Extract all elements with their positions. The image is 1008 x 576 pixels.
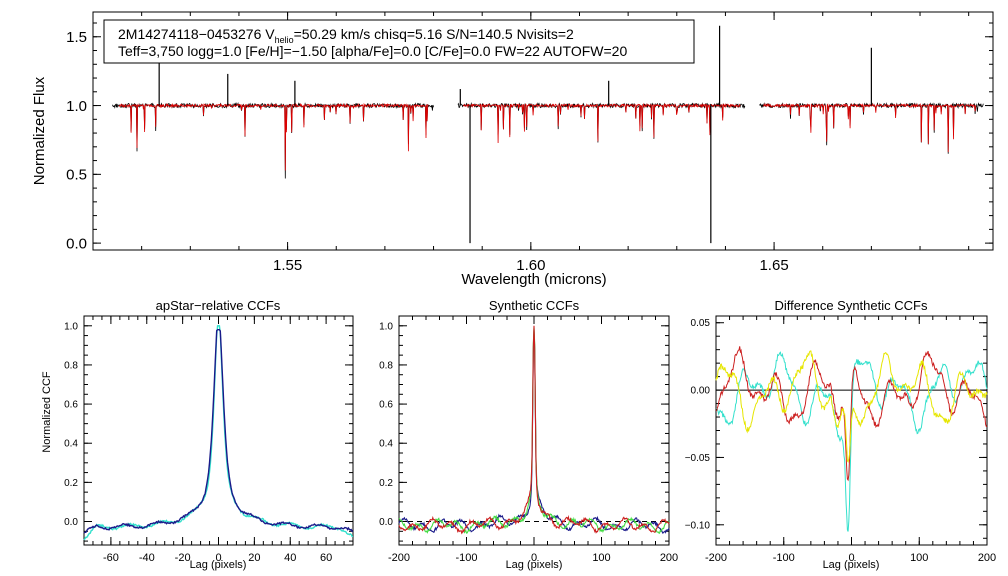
ccf1-series (83, 325, 354, 541)
info-box (103, 19, 695, 64)
ccf2-series (398, 325, 670, 535)
ccf2-ytick-label: 0.6 (379, 400, 393, 411)
observed-spectrum-line (759, 102, 984, 154)
ccf2-xtick-label: 100 (592, 552, 610, 564)
ccf1-xtick-label: 40 (284, 552, 296, 564)
model-spectrum-line (118, 102, 429, 171)
top-ytick-label: 0.5 (66, 167, 87, 184)
top-ytick-label: 1.0 (66, 98, 87, 115)
top-xtick-label: 1.55 (273, 257, 302, 274)
ccf2-ytick-label: 0.4 (379, 439, 393, 450)
ccf1-xtick-label: 60 (320, 552, 332, 564)
ccf1-ylabel: Normalized CCF (41, 371, 53, 453)
top-plot-frame (92, 11, 994, 251)
info-line-1-sub: helio (275, 35, 294, 45)
ccf2-xtick-label: 0 (531, 552, 537, 564)
ccf1-title: apStar−relative CCFs (156, 298, 281, 313)
ccf2-xtick-label: 200 (660, 552, 678, 564)
ccf2-series-line (398, 325, 670, 535)
ccf2-ytick-label: 0.8 (379, 360, 393, 371)
ccf3-ytick-label: −0.10 (685, 520, 711, 531)
ccf2-series-line (398, 329, 670, 535)
info-line-1-a: 2M14274118−0453276 V (118, 26, 275, 42)
model-spectrum-line (763, 102, 977, 153)
ccf1-xtick-label: -60 (103, 552, 119, 564)
ccf2-axis-ticks: -200 -100 0 100 200 0.0 0.2 0.4 0.6 0.8 1.0 (379, 315, 678, 564)
ccf1-xlabel: Lag (pixels) (190, 559, 247, 571)
ccf1-xtick-label: 20 (248, 552, 260, 564)
ccf1-plot-frame (83, 315, 354, 546)
ccf3-ytick-label: −0.05 (685, 453, 711, 464)
ccf3-axis-ticks: -200 -100 0 100 200 −0.10 −0.05 0.00 0.05 (685, 316, 996, 564)
ccf3-series-line (715, 346, 988, 482)
observed-spectrum-line (112, 102, 434, 179)
top-ytick-label: 0.0 (66, 235, 87, 252)
ccf3-ytick-label: 0.00 (691, 386, 711, 397)
top-xtick-label: 1.65 (759, 257, 788, 274)
top-xlabel: Wavelength (microns) (461, 271, 606, 288)
ccf1-series-line (83, 325, 354, 541)
ccf1-ytick-label: 0.0 (64, 517, 78, 528)
info-line-1-b: =50.29 km/s chisq=5.16 S/N=140.5 Nvisits… (294, 26, 574, 42)
ccf2-xtick-label: -100 (455, 552, 477, 564)
info-line-1: 2M14274118−0453276 Vhelio=50.29 km/s chi… (118, 26, 574, 45)
ccf1-ytick-label: 0.4 (64, 439, 78, 450)
ccf1-ytick-label: 0.2 (64, 478, 78, 489)
ccf3-series-line (715, 350, 988, 463)
ccf2-series-line (398, 327, 670, 534)
top-axis-ticks: 1.55 1.60 1.65 0.0 0.5 1.0 1.5 (66, 12, 993, 274)
ccf3-ytick-label: 0.05 (691, 318, 711, 329)
top-ytick-label: 1.5 (66, 29, 87, 46)
ccf1-xtick-label: -40 (139, 552, 155, 564)
ccf2-ytick-label: 0.2 (379, 478, 393, 489)
ccf1-series-line (83, 329, 354, 534)
ccf3-title: Difference Synthetic CCFs (775, 298, 928, 313)
top-xtick-label: 1.60 (516, 257, 545, 274)
ccf3-xtick-label: 200 (978, 552, 996, 564)
ccf1-xtick-label: -20 (175, 552, 191, 564)
ccf3-series-line (715, 351, 988, 532)
top-spectrum-series (112, 25, 984, 244)
ccf2-ytick-label: 0.0 (379, 517, 393, 528)
ccf3-xtick-label: -200 (705, 552, 727, 564)
ccf3-xlabel: Lag (pixels) (823, 559, 880, 571)
ccf2-xlabel: Lag (pixels) (506, 559, 563, 571)
ccf2-xtick-label: -200 (388, 552, 410, 564)
ccf1-ytick-label: 0.6 (64, 400, 78, 411)
ccf1-ytick-label: 1.0 (64, 321, 78, 332)
ccf3-xtick-label: -100 (773, 552, 795, 564)
ccf1-axis-ticks: -60 -40 -20 0 20 40 60 0.0 0.2 0.4 0.6 0.8 1.0 (64, 315, 354, 564)
ccf2-plot-frame (398, 315, 670, 546)
model-spectrum-line (462, 102, 741, 144)
ccf2-title: Synthetic CCFs (489, 298, 580, 313)
ccf1-ytick-label: 0.8 (64, 360, 78, 371)
ccf3-xtick-label: 100 (910, 552, 928, 564)
ccf3-series (715, 346, 988, 532)
ccf3-xtick-label: 0 (848, 552, 854, 564)
info-line-2: Teff=3,750 logg=1.0 [Fe/H]=−1.50 [alpha/… (118, 43, 627, 59)
ccf1-xtick-label: 0 (215, 552, 221, 564)
ccf2-ytick-label: 1.0 (379, 321, 393, 332)
top-ylabel: Normalized Flux (31, 76, 48, 185)
